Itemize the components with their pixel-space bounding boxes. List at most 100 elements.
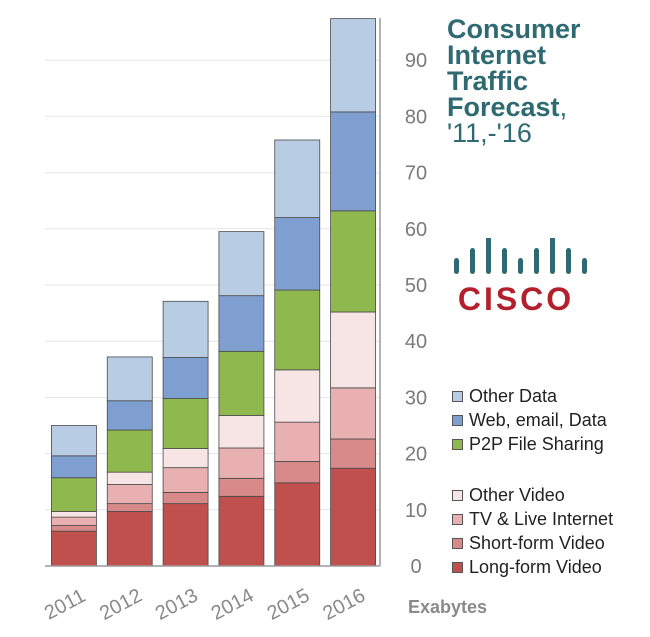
cisco-logo-bar xyxy=(454,258,459,274)
y-tick-label: 60 xyxy=(405,219,427,241)
bar-segment xyxy=(51,425,97,457)
bar-segment xyxy=(218,231,265,297)
legend-swatch xyxy=(452,561,463,573)
bar-segment xyxy=(274,217,321,291)
x-tick-label: 2016 xyxy=(319,585,369,625)
bar-segment xyxy=(106,356,153,402)
bar-segment xyxy=(330,467,376,567)
bar-segment xyxy=(51,511,97,518)
cisco-logo-bar xyxy=(486,238,491,274)
cisco-logo-bar xyxy=(582,258,587,274)
legend-item: Web, email, Data xyxy=(452,409,607,431)
bar-segment xyxy=(51,455,97,479)
y-tick-label: 40 xyxy=(405,331,427,353)
unit-label: Exabytes xyxy=(408,597,488,617)
x-tick-label: 2011 xyxy=(41,585,89,625)
legend-item: TV & Live Internet xyxy=(452,508,613,530)
cisco-logo-text: CISCO xyxy=(458,281,574,317)
bar-segment xyxy=(51,477,97,512)
bar-segment xyxy=(162,467,209,493)
bar-segment xyxy=(218,350,265,416)
bar-segment xyxy=(274,139,321,218)
bar-segment xyxy=(274,369,321,423)
legend-item: Short-form Video xyxy=(452,532,605,554)
bar-segment xyxy=(162,357,209,399)
y-tick-label: 90 xyxy=(405,50,427,72)
bar-segment xyxy=(274,289,321,371)
bar-segment xyxy=(330,387,376,440)
bar-segment xyxy=(330,18,376,113)
bar-segment xyxy=(162,300,209,358)
legend-item: Other Data xyxy=(452,385,557,407)
bar-segment xyxy=(51,516,97,526)
cisco-logo-bars xyxy=(454,238,587,274)
legend-swatch xyxy=(452,537,463,549)
bar-segment xyxy=(330,111,376,212)
y-tick-label: 80 xyxy=(405,106,427,128)
bar-segment xyxy=(330,311,376,389)
legend-item: P2P File Sharing xyxy=(452,433,604,455)
bar-segment xyxy=(51,525,97,532)
cisco-logo-bar xyxy=(518,258,523,274)
y-tick-label: 10 xyxy=(405,500,427,522)
legend-label: TV & Live Internet xyxy=(469,508,614,529)
gridlines xyxy=(45,59,380,567)
title-line-2: Internet xyxy=(447,40,547,70)
cisco-logo-bar xyxy=(550,238,555,274)
y-tick-label: 70 xyxy=(405,163,427,185)
legend-label: Long-form Video xyxy=(469,556,602,577)
bar-segment xyxy=(51,530,97,567)
title-line-5: '11,-'16 xyxy=(447,118,532,148)
bar-segment xyxy=(106,400,153,431)
legend-label: Short-form Video xyxy=(469,532,605,553)
bar-segment xyxy=(106,511,153,567)
x-tick-label: 2015 xyxy=(264,585,314,625)
bar-segment xyxy=(162,448,209,469)
legend-item: Long-form Video xyxy=(452,556,602,578)
cisco-logo-bar xyxy=(566,248,571,274)
bar-segment xyxy=(162,398,209,449)
bar-segment xyxy=(330,438,376,469)
bar-segment xyxy=(106,484,153,505)
legend-label: Web, email, Data xyxy=(469,409,607,430)
cisco-logo-bar xyxy=(534,248,539,274)
legend-swatch xyxy=(452,489,463,501)
y-tick-label: 30 xyxy=(405,387,427,409)
title-line-4-suffix: , xyxy=(559,92,568,122)
cisco-logo-bar xyxy=(470,248,475,274)
axes xyxy=(45,18,381,567)
bar-segment xyxy=(218,477,265,497)
legend-label: Other Data xyxy=(469,385,558,406)
y-tick-label: 20 xyxy=(405,444,427,466)
cisco-logo-bar xyxy=(502,248,507,274)
legend-swatch xyxy=(452,513,463,525)
bar-segment xyxy=(274,461,321,484)
bar-stacks xyxy=(51,18,376,567)
bar-segment xyxy=(162,503,209,567)
legend-label: Other Video xyxy=(469,484,565,505)
bar-segment xyxy=(274,482,321,567)
title-line-3: Traffic xyxy=(447,66,529,96)
bar-segment xyxy=(330,210,376,313)
bar-segment xyxy=(162,491,209,505)
bar-segment xyxy=(106,471,153,485)
title-line-4-text: Forecast xyxy=(447,92,560,122)
bar-segment xyxy=(218,447,265,479)
bar-segment xyxy=(106,429,153,473)
bar-segment xyxy=(218,495,265,567)
title-line-4: Forecast, xyxy=(447,92,647,122)
x-tick-label: 2013 xyxy=(152,585,202,625)
bar-segment xyxy=(274,421,321,462)
legend-item: Other Video xyxy=(452,484,565,506)
legend-label: P2P File Sharing xyxy=(469,433,604,454)
y-tick-labels: 0 10 20 30 40 50 60 70 80 90 xyxy=(405,50,427,578)
legend-swatch xyxy=(452,438,463,450)
bar-segment xyxy=(218,295,265,352)
cisco-logo: CISCO xyxy=(454,238,587,317)
legend-swatch xyxy=(452,414,463,426)
x-tick-label: 2014 xyxy=(208,585,258,625)
y-tick-label: 50 xyxy=(405,275,427,297)
chart-title: Consumer Internet Traffic Forecast, '11,… xyxy=(447,14,647,148)
title-line-1: Consumer xyxy=(447,14,581,44)
